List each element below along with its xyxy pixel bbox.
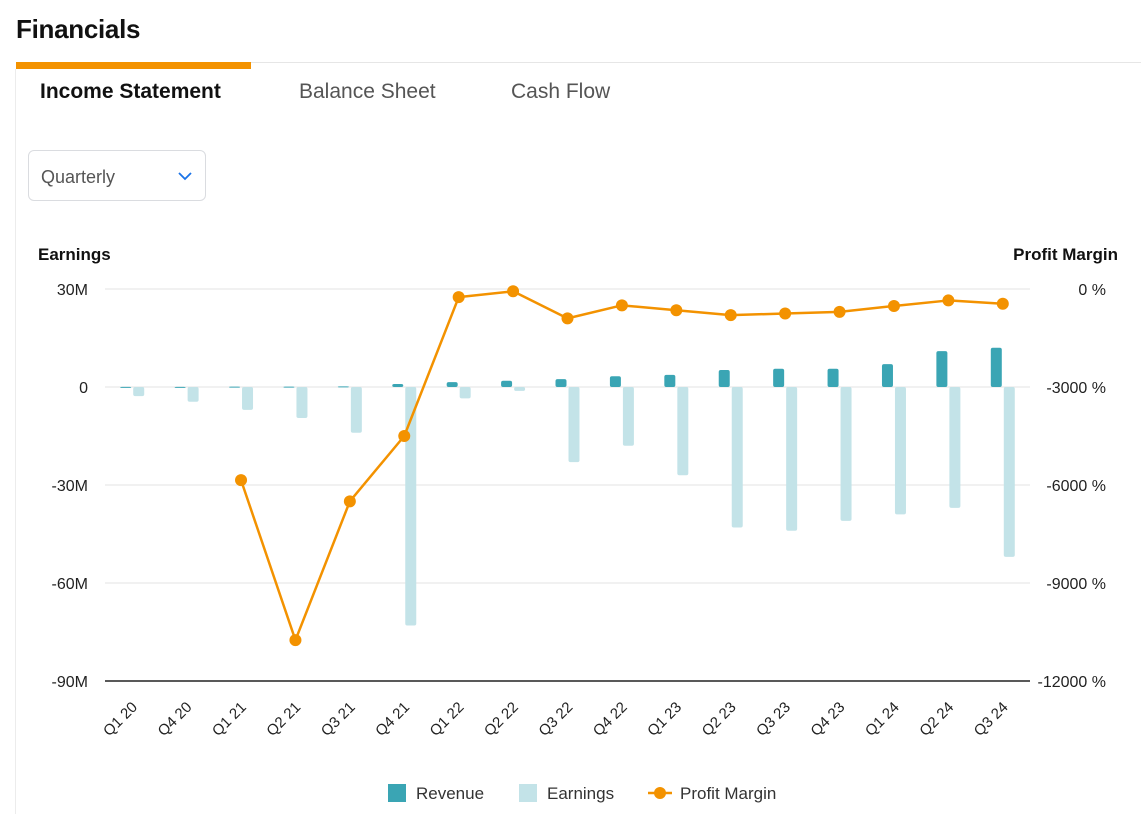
title-divider — [16, 62, 1141, 63]
revenue-bar — [337, 386, 349, 388]
revenue-bar — [609, 376, 621, 387]
profit-margin-line — [239, 290, 1003, 642]
x-tick-label: Q1 21 — [209, 699, 250, 740]
profit-margin-point — [887, 299, 900, 312]
financials-chart: Earnings Profit Margin 30M 0 % 0 -3000 % -30… — [38, 245, 1118, 803]
revenue-bar — [664, 374, 676, 387]
legend-revenue-label: Revenue — [416, 784, 484, 803]
x-tick-label: Q2 24 — [916, 699, 957, 740]
page-title: Financials — [16, 14, 141, 44]
earnings-bar — [514, 387, 526, 391]
earnings-bar — [731, 387, 743, 528]
revenue-bar — [881, 364, 893, 387]
earnings-bar — [133, 387, 145, 397]
revenue-bar — [773, 368, 785, 387]
x-tick-label: Q4 20 — [155, 699, 196, 740]
revenue-bar — [936, 351, 948, 387]
earnings-bar — [568, 387, 580, 463]
x-tick-label: Q1 22 — [427, 699, 468, 740]
x-tick-label: Q4 22 — [590, 699, 631, 740]
profit-margin-point — [235, 474, 248, 487]
revenue-bar — [718, 370, 730, 387]
profit-margin-point — [724, 309, 737, 322]
revenue-bar — [555, 379, 567, 387]
earnings-bar — [405, 387, 417, 626]
profit-margin-point — [833, 305, 846, 318]
earnings-bar — [786, 387, 798, 531]
earnings-bar — [677, 387, 689, 476]
left-tick-label: -90M — [52, 674, 88, 691]
profit-margin-point — [561, 312, 574, 325]
left-axis-title: Earnings — [38, 245, 111, 264]
earnings-bar — [459, 387, 471, 399]
x-tick-label: Q3 24 — [971, 699, 1012, 740]
profit-margin-point — [615, 299, 628, 312]
earnings-bar — [350, 387, 362, 433]
chevron-down-icon — [178, 172, 192, 181]
earnings-bar — [242, 387, 254, 410]
left-tick-label: 30M — [57, 282, 88, 299]
profit-margin-point — [507, 285, 520, 298]
profit-margin-point — [779, 307, 792, 320]
profit-margin-point — [343, 495, 356, 508]
revenue-bar — [501, 380, 513, 387]
revenue-bar — [827, 368, 839, 387]
x-tick-label: Q3 23 — [753, 699, 794, 740]
revenue-bar — [446, 382, 458, 387]
x-tick-label: Q1 24 — [862, 699, 903, 740]
x-tick-label: Q2 22 — [481, 699, 522, 740]
profit-margin-point — [942, 294, 955, 307]
revenue-bar — [392, 384, 404, 387]
profit-margin-point — [452, 291, 465, 304]
right-tick-label: -6000 % — [1046, 478, 1106, 495]
right-axis-title: Profit Margin — [1013, 245, 1118, 264]
revenue-bar — [990, 347, 1002, 387]
revenue-bar — [174, 386, 186, 388]
legend-earnings-swatch — [519, 784, 537, 802]
tab-cash-flow[interactable]: Cash Flow — [511, 80, 611, 103]
earnings-bar — [622, 387, 634, 446]
left-tick-label: 0 — [79, 380, 88, 397]
profit-margin-point — [398, 430, 411, 442]
legend-earnings-label: Earnings — [547, 784, 614, 803]
right-tick-label: -9000 % — [1046, 576, 1106, 593]
profit-margin-point — [670, 304, 683, 317]
x-tick-label: Q1 20 — [100, 699, 141, 740]
earnings-bar — [296, 387, 308, 419]
panel-border — [15, 69, 16, 814]
revenue-bar — [120, 386, 132, 388]
right-tick-label: -3000 % — [1046, 380, 1106, 397]
right-tick-label: 0 % — [1078, 282, 1106, 299]
earnings-bar — [894, 387, 906, 515]
x-tick-label: Q2 23 — [699, 699, 740, 740]
x-tick-label: Q3 21 — [318, 699, 359, 740]
right-tick-label: -12000 % — [1038, 674, 1107, 691]
earnings-bar — [187, 387, 199, 402]
legend-revenue-swatch — [388, 784, 406, 802]
revenue-bar — [229, 386, 241, 388]
tab-income-statement[interactable]: Income Statement — [40, 80, 221, 103]
x-tick-label: Q2 21 — [263, 699, 304, 740]
period-select[interactable]: Quarterly — [28, 150, 206, 201]
tab-balance-sheet[interactable]: Balance Sheet — [299, 80, 436, 103]
earnings-bar — [1003, 387, 1015, 557]
earnings-bar — [840, 387, 852, 521]
x-tick-label: Q4 23 — [807, 699, 848, 740]
x-tick-label: Q1 23 — [644, 699, 685, 740]
legend-profit-margin-marker — [654, 787, 666, 799]
section-accent-bar — [16, 62, 251, 69]
legend-profit-margin-label: Profit Margin — [680, 784, 776, 803]
period-select-value: Quarterly — [41, 167, 116, 187]
left-tick-label: -30M — [52, 478, 88, 495]
left-tick-label: -60M — [52, 576, 88, 593]
x-tick-label: Q4 21 — [372, 699, 413, 740]
profit-margin-point — [289, 634, 302, 647]
x-tick-label: Q3 22 — [535, 699, 576, 740]
earnings-bar — [949, 387, 961, 508]
profit-margin-point — [996, 297, 1009, 310]
revenue-bar — [283, 386, 295, 388]
